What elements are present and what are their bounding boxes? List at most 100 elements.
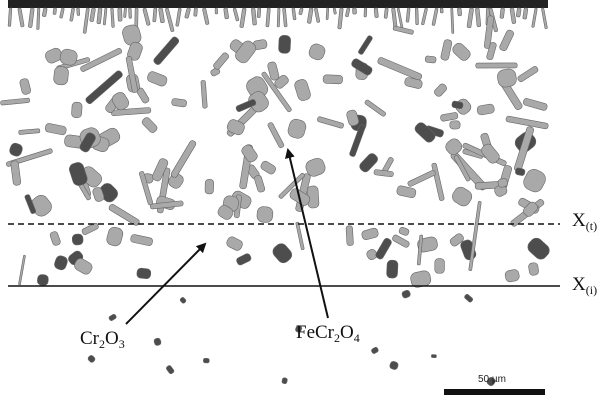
precipitate [166, 365, 175, 375]
precipitate [361, 227, 379, 241]
precipitate [117, 7, 123, 22]
precipitate [108, 203, 140, 226]
precipitate [314, 7, 321, 23]
precipitate [332, 7, 337, 15]
precipitate [17, 7, 25, 28]
precipitate [193, 7, 198, 17]
precipitate [483, 15, 494, 49]
precipitate [434, 83, 447, 97]
precipitate [108, 314, 117, 321]
precipitate [96, 7, 103, 25]
precipitate [125, 56, 138, 93]
precipitate [439, 7, 444, 14]
precipitate [468, 200, 482, 272]
precipitate [291, 7, 297, 21]
precipitate [136, 267, 152, 279]
precipitate [152, 158, 169, 182]
precipitate [45, 47, 63, 64]
precipitate [325, 7, 330, 20]
precipitate [171, 98, 187, 108]
precipitate [307, 7, 314, 24]
precipitate [241, 144, 258, 163]
precipitate [440, 112, 459, 122]
precipitate [377, 57, 423, 81]
precipitate [175, 7, 182, 27]
precipitate [69, 162, 88, 186]
precipitate [522, 7, 529, 20]
precipitate [226, 236, 243, 251]
precipitate [308, 43, 326, 61]
precipitate [49, 231, 61, 246]
precipitate [464, 294, 473, 303]
precipitate [223, 7, 229, 20]
precipitate [139, 171, 154, 206]
precipitate [497, 68, 517, 88]
precipitate [294, 79, 311, 101]
precipitate [523, 169, 546, 193]
precipitate [414, 122, 436, 143]
precipitate [317, 116, 344, 129]
precipitate [71, 233, 84, 246]
precipitate [272, 243, 293, 264]
precipitate [85, 70, 123, 105]
precipitate [453, 155, 471, 182]
precipitate [509, 7, 517, 24]
precipitate [359, 153, 378, 173]
precipitate [130, 234, 153, 246]
precipitate [396, 185, 417, 199]
precipitate [391, 7, 398, 28]
arrow-fecr2o4 [284, 148, 329, 319]
precipitate [184, 7, 191, 19]
precipitate [499, 29, 514, 52]
precipitate [28, 7, 35, 28]
precipitate [424, 55, 437, 64]
precipitate [44, 123, 67, 136]
precipitate [398, 226, 410, 236]
precipitate [59, 48, 78, 66]
precipitate [152, 7, 158, 23]
precipitate [123, 7, 127, 18]
precipitate [267, 61, 280, 81]
precipitate [200, 80, 208, 109]
precipitate [89, 7, 96, 22]
precipitate [214, 7, 218, 15]
precipitate [7, 7, 13, 27]
precipitate [322, 74, 343, 85]
precipitate [18, 254, 26, 286]
precipitate [373, 169, 394, 178]
precipitate [260, 160, 276, 175]
precipitate [523, 201, 538, 217]
precipitate [345, 225, 354, 246]
precipitate [18, 128, 41, 135]
precipitate [486, 42, 497, 61]
precipitate [232, 7, 240, 22]
label-xi: X(i) [572, 274, 598, 297]
precipitate [366, 249, 378, 261]
precipitate [256, 7, 262, 18]
precipitate [466, 7, 474, 29]
surface-oxide-layer [8, 0, 548, 8]
precipitate [141, 117, 158, 133]
precipitate [505, 115, 549, 130]
precipitate [431, 354, 437, 359]
precipitate [449, 233, 464, 247]
precipitate [515, 167, 526, 176]
precipitate [213, 52, 229, 70]
precipitate [416, 234, 424, 266]
precipitate [345, 7, 351, 18]
precipitate [364, 99, 386, 117]
precipitate [79, 132, 96, 153]
precipitate [165, 7, 175, 32]
precipitate [254, 175, 266, 193]
precipitate [434, 258, 445, 274]
precipitate [87, 355, 96, 363]
precipitate [337, 7, 344, 30]
precipitate [295, 221, 305, 251]
precipitate [179, 297, 187, 304]
precipitate [405, 7, 411, 23]
precipitate [494, 184, 508, 197]
precipitate [92, 187, 105, 202]
precipitate [149, 200, 184, 210]
precipitate [80, 48, 123, 72]
precipitate [54, 255, 68, 271]
